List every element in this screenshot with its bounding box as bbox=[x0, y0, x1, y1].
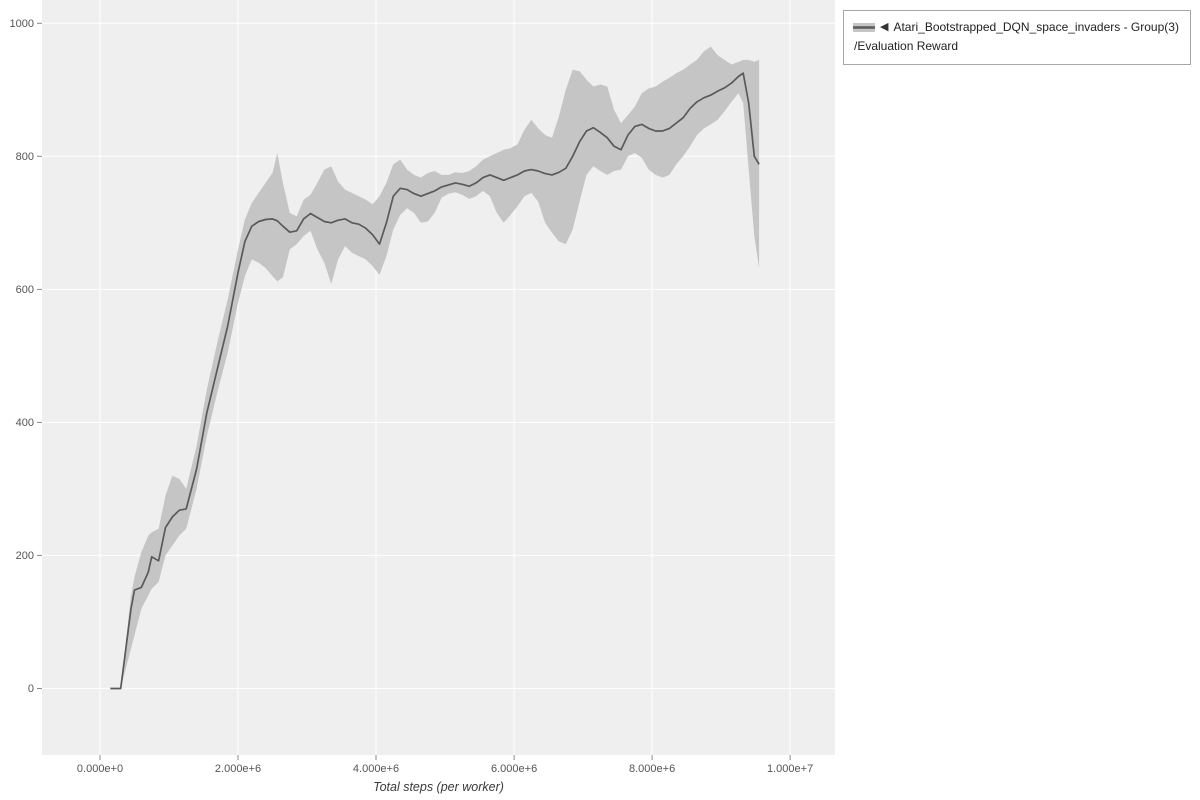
legend-series-name: Atari_Bootstrapped_DQN_space_invaders - … bbox=[893, 20, 1179, 34]
y-tick-label: 1000 bbox=[10, 18, 34, 30]
x-tick-label: 8.000e+6 bbox=[629, 763, 675, 775]
legend-item[interactable]: ◀ Atari_Bootstrapped_DQN_space_invaders … bbox=[853, 18, 1181, 37]
x-axis-title: Total steps (per worker) bbox=[373, 780, 504, 794]
x-tick-label: 6.000e+6 bbox=[491, 763, 537, 775]
x-tick-label: 4.000e+6 bbox=[353, 763, 399, 775]
x-tick-label: 2.000e+6 bbox=[215, 763, 261, 775]
legend: ◀ Atari_Bootstrapped_DQN_space_invaders … bbox=[843, 10, 1191, 66]
series-swatch-icon bbox=[853, 23, 875, 33]
y-tick-label: 600 bbox=[16, 284, 34, 296]
x-tick-label: 0.000e+0 bbox=[77, 763, 123, 775]
x-tick-label: 1.000e+7 bbox=[767, 763, 813, 775]
confidence-band bbox=[110, 46, 760, 689]
y-tick-label: 800 bbox=[16, 151, 34, 163]
legend-marker-icon: ◀ bbox=[880, 20, 889, 33]
y-tick-label: 400 bbox=[16, 417, 34, 429]
y-tick-label: 0 bbox=[28, 683, 34, 695]
y-tick-label: 200 bbox=[16, 550, 34, 562]
mean-line bbox=[110, 72, 760, 690]
legend-metric-name: /Evaluation Reward bbox=[854, 39, 959, 54]
